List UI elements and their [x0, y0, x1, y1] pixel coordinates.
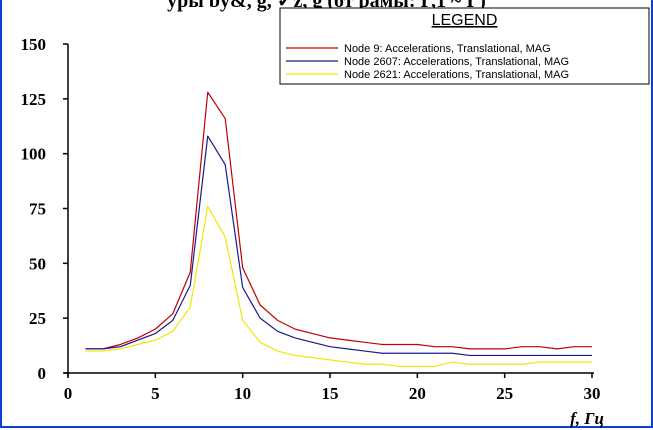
x-axis-label: f, Гц	[570, 409, 604, 428]
y-tick-label: 50	[29, 254, 46, 273]
legend: LEGEND Node 9: Accelerations, Translation…	[279, 7, 650, 85]
x-tick-label: 10	[234, 384, 251, 403]
series-line-3	[85, 205, 592, 368]
y-tick-label: 125	[21, 90, 47, 109]
x-tick-label: 25	[496, 384, 513, 403]
x-tick-label: 30	[584, 384, 601, 403]
x-tick-label: 20	[409, 384, 426, 403]
y-tick-label: 100	[21, 145, 47, 164]
y-tick-label: 25	[29, 309, 46, 328]
axes: 0 5 10 15 20 25 30 0 25 50 75 100 125 150 f, Гц	[21, 35, 605, 428]
series-line-2	[85, 135, 592, 357]
x-tick-label: 0	[64, 384, 73, 403]
y-tick-label: 0	[38, 364, 47, 383]
series-layer	[85, 91, 592, 368]
legend-entry-3: Node 2621: Accelerations, Translational,…	[344, 69, 569, 81]
series-line-1	[85, 91, 592, 350]
legend-entry-1: Node 9: Accelerations, Translational, MA…	[344, 43, 551, 55]
x-tick-label: 5	[151, 384, 160, 403]
y-tick-label: 75	[29, 200, 46, 219]
x-tick-label: 15	[322, 384, 339, 403]
y-tick-label: 150	[21, 35, 47, 54]
legend-box	[279, 7, 650, 85]
legend-entry-2: Node 2607: Accelerations, Translational,…	[344, 56, 569, 68]
legend-title: LEGEND	[432, 12, 498, 29]
